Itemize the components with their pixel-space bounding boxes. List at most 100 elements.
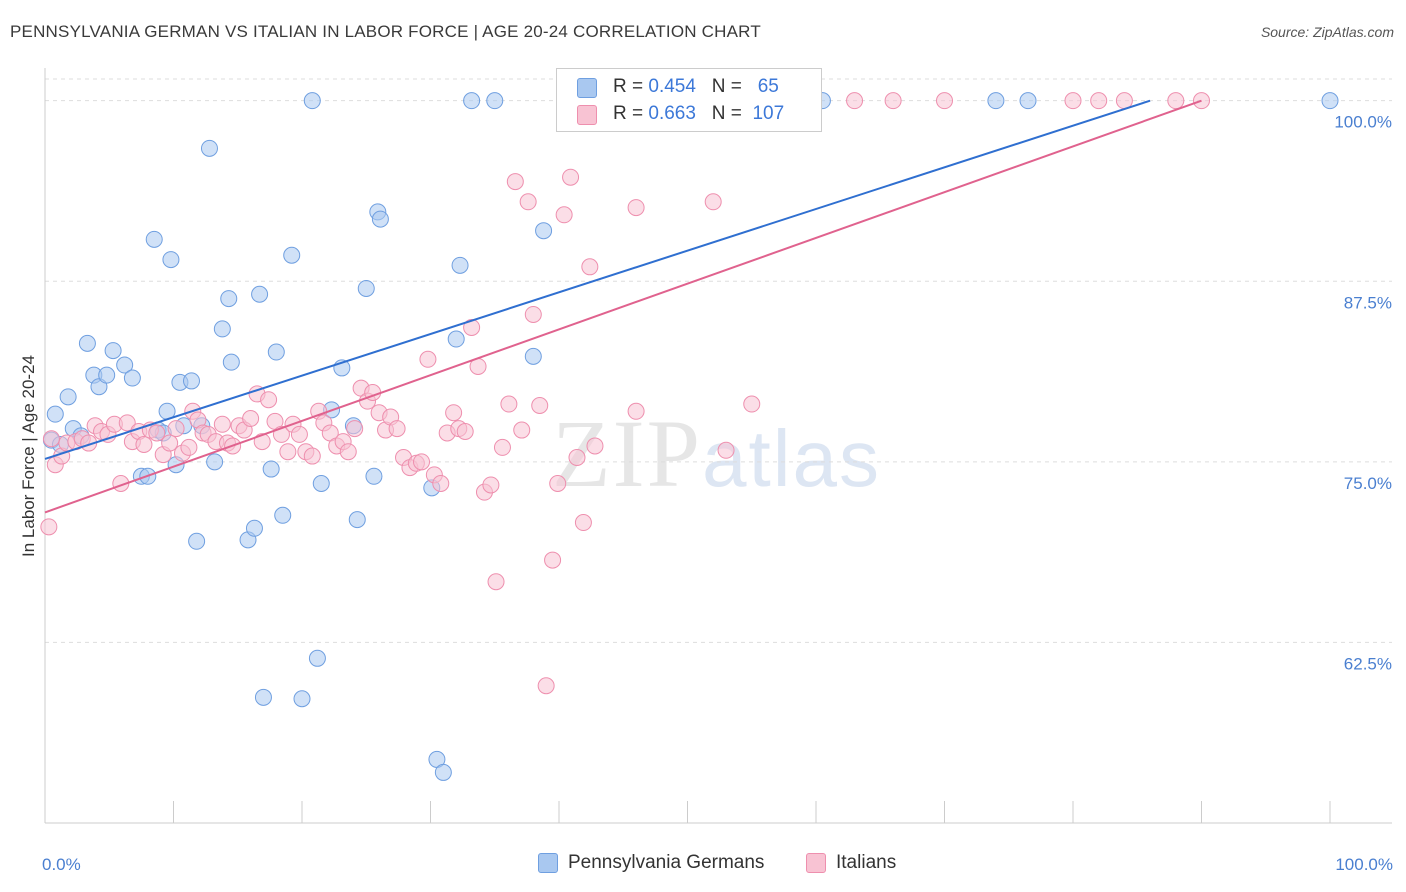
data-point-italians (135, 435, 153, 453)
data-point-italians (42, 430, 60, 448)
data-point-italians (456, 422, 474, 440)
data-point-italians (40, 518, 58, 536)
data-point-pennsylvania-germans (1321, 92, 1339, 110)
data-point-pennsylvania-germans (200, 139, 218, 157)
data-point-pennsylvania-germans (46, 405, 64, 423)
data-point-italians (493, 438, 511, 456)
data-point-italians (549, 475, 567, 493)
n-value: 65 (757, 76, 779, 97)
data-point-pennsylvania-germans (59, 388, 77, 406)
legend-stats-text: R = 0.663 N = 107 (613, 103, 784, 125)
data-point-pennsylvania-germans (463, 92, 481, 110)
data-point-italians (524, 305, 542, 323)
data-point-italians (463, 318, 481, 336)
data-point-italians (717, 441, 735, 459)
data-point-italians (513, 421, 531, 439)
data-point-italians (743, 395, 761, 413)
y-tick-label: 100.0% (1334, 113, 1392, 132)
data-point-pennsylvania-germans (451, 256, 469, 274)
legend-label: Pennsylvania Germans (568, 852, 765, 873)
data-point-pennsylvania-germans (486, 92, 504, 110)
data-point-pennsylvania-germans (262, 460, 280, 478)
data-point-pennsylvania-germans (524, 347, 542, 365)
data-point-italians (253, 433, 271, 451)
data-point-italians (500, 395, 518, 413)
data-point-italians (279, 443, 297, 461)
y-tick-label: 75.0% (1344, 474, 1392, 493)
data-point-italians (419, 350, 437, 368)
data-point-italians (555, 206, 573, 224)
data-point-italians (388, 420, 406, 438)
data-point-italians (303, 447, 321, 465)
data-point-italians (180, 438, 198, 456)
data-point-pennsylvania-germans (535, 222, 553, 240)
data-point-pennsylvania-germans (104, 342, 122, 360)
data-point-pennsylvania-germans (222, 353, 240, 371)
data-point-pennsylvania-germans (116, 356, 134, 374)
data-point-italians (487, 573, 505, 591)
gridlines (45, 78, 1392, 643)
source-label: Source: ZipAtlas.com (1260, 24, 1394, 40)
data-point-pennsylvania-germans (206, 453, 224, 471)
data-point-italians (537, 677, 555, 695)
data-point-italians (260, 391, 278, 409)
data-point-pennsylvania-germans (293, 690, 311, 708)
data-point-italians (482, 476, 500, 494)
data-point-pennsylvania-germans (98, 366, 116, 384)
r-value: 0.454 (648, 76, 696, 97)
data-point-italians (339, 443, 357, 461)
data-point-pennsylvania-germans (245, 519, 263, 537)
legend-stats-text: R = 0.454 N = 65 (613, 76, 779, 98)
data-point-italians (445, 404, 463, 422)
data-point-pennsylvania-germans (267, 343, 285, 361)
data-point-pennsylvania-germans (987, 92, 1005, 110)
data-point-pennsylvania-germans (254, 688, 272, 706)
r-value: 0.663 (648, 103, 696, 124)
data-point-italians (161, 434, 179, 452)
data-point-pennsylvania-germans (1019, 92, 1037, 110)
r-label: R = (613, 76, 644, 97)
data-point-pennsylvania-germans (365, 467, 383, 485)
trend-line-pennsylvania-germans (44, 99, 1151, 460)
data-point-pennsylvania-germans (348, 511, 366, 529)
data-point-italians (1064, 92, 1082, 110)
axes (44, 68, 1392, 824)
data-point-italians (167, 420, 185, 438)
data-point-pennsylvania-germans (303, 92, 321, 110)
n-label: N = (711, 76, 742, 97)
legend-swatch-pink (806, 853, 826, 873)
data-point-italians (627, 199, 645, 217)
data-point-italians (432, 475, 450, 493)
n-label: N = (711, 103, 742, 124)
data-point-pennsylvania-germans (213, 320, 231, 338)
data-point-pennsylvania-germans (434, 763, 452, 781)
stats-legend: R = 0.454 N = 65 R = 0.663 N = 107 (556, 68, 822, 132)
data-point-pennsylvania-germans (182, 372, 200, 390)
data-point-italians (936, 92, 953, 110)
legend-swatch-pink (577, 105, 597, 125)
data-point-italians (884, 92, 902, 110)
data-point-italians (506, 173, 524, 191)
data-point-pennsylvania-germans (162, 251, 180, 269)
data-point-italians (1090, 92, 1108, 110)
data-point-italians (581, 258, 599, 276)
data-point-pennsylvania-germans (220, 290, 238, 308)
data-point-italians (704, 193, 722, 211)
data-point-italians (568, 449, 586, 467)
data-point-pennsylvania-germans (371, 210, 389, 228)
y-axis-title: In Labor Force | Age 20-24 (19, 355, 38, 557)
data-point-pennsylvania-germans (283, 246, 301, 264)
data-point-italians (1167, 92, 1185, 110)
r-label: R = (613, 103, 644, 124)
x-tick-label: 100.0% (1335, 855, 1393, 874)
data-point-italians (413, 453, 431, 471)
data-point-italians (586, 437, 604, 455)
data-point-italians (544, 551, 562, 569)
data-point-pennsylvania-germans (123, 369, 141, 387)
data-point-pennsylvania-germans (274, 506, 292, 524)
x-tick-label: 0.0% (42, 855, 81, 874)
data-point-italians (290, 425, 308, 443)
data-point-pennsylvania-germans (251, 285, 269, 303)
data-point-italians (346, 420, 364, 438)
